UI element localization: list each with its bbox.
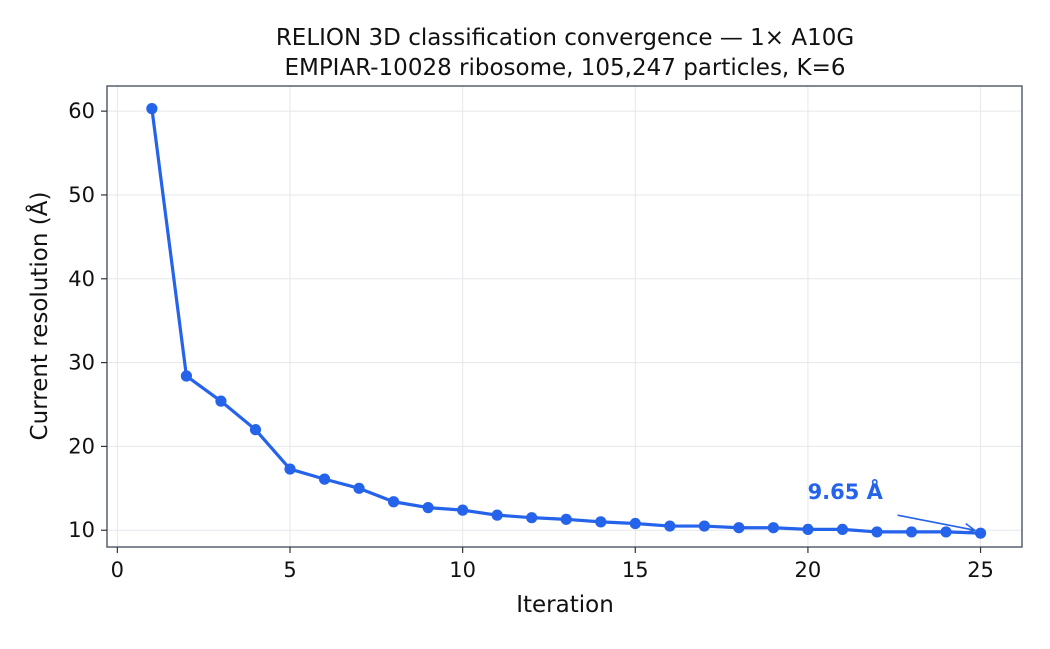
x-tick-label: 10 — [449, 558, 476, 582]
x-tick-label: 0 — [111, 558, 124, 582]
data-point — [249, 424, 262, 436]
annotation-label: 9.65 Å — [808, 479, 884, 504]
x-tick-label: 25 — [967, 558, 994, 582]
annotation-layer: 9.65 Å — [808, 479, 977, 534]
data-point — [664, 520, 676, 532]
x-tick-label: 5 — [283, 558, 296, 582]
y-tick-label: 50 — [68, 183, 95, 207]
data-point — [353, 482, 365, 494]
y-tick-label: 20 — [68, 434, 95, 458]
data-point — [733, 522, 745, 534]
data-point — [457, 504, 469, 516]
data-point — [284, 463, 296, 475]
data-point — [595, 516, 607, 528]
data-point — [802, 523, 814, 535]
data-point — [629, 517, 641, 530]
data-point — [491, 509, 503, 521]
x-tick-label: 15 — [622, 558, 649, 582]
data-point — [215, 395, 227, 407]
data-point — [767, 522, 779, 534]
y-tick-label: 10 — [68, 518, 95, 542]
annotation-arrow — [897, 514, 975, 531]
data-point — [871, 526, 883, 538]
chart-title: RELION 3D classification convergence — 1… — [276, 25, 854, 51]
tick-layer: 0 5 10 15 20 25 10 20 30 40 50 60 — [68, 99, 994, 582]
data-point — [560, 513, 572, 525]
y-axis-label: Current resolution (Å) — [25, 192, 53, 441]
x-axis-label: Iteration — [516, 592, 614, 618]
data-point — [180, 370, 193, 382]
data-point — [318, 473, 331, 485]
y-tick-label: 60 — [68, 99, 95, 123]
data-point — [974, 527, 987, 539]
data-point — [940, 526, 952, 538]
grid — [107, 86, 1022, 547]
y-tick-label: 40 — [68, 267, 95, 291]
data-point — [422, 502, 434, 514]
data-point — [146, 103, 158, 115]
chart-subtitle: EMPIAR-10028 ribosome, 105,247 particles… — [284, 55, 845, 81]
data-point — [836, 523, 849, 535]
y-tick-label: 30 — [68, 351, 95, 375]
annotation-arrowhead — [963, 522, 977, 534]
data-point — [387, 496, 400, 508]
series-layer — [146, 103, 987, 539]
x-tick-label: 20 — [795, 558, 822, 582]
data-point — [526, 512, 538, 524]
data-point — [905, 526, 918, 538]
data-point — [698, 520, 710, 532]
plot-frame — [106, 85, 1023, 548]
series-line — [150, 108, 981, 535]
